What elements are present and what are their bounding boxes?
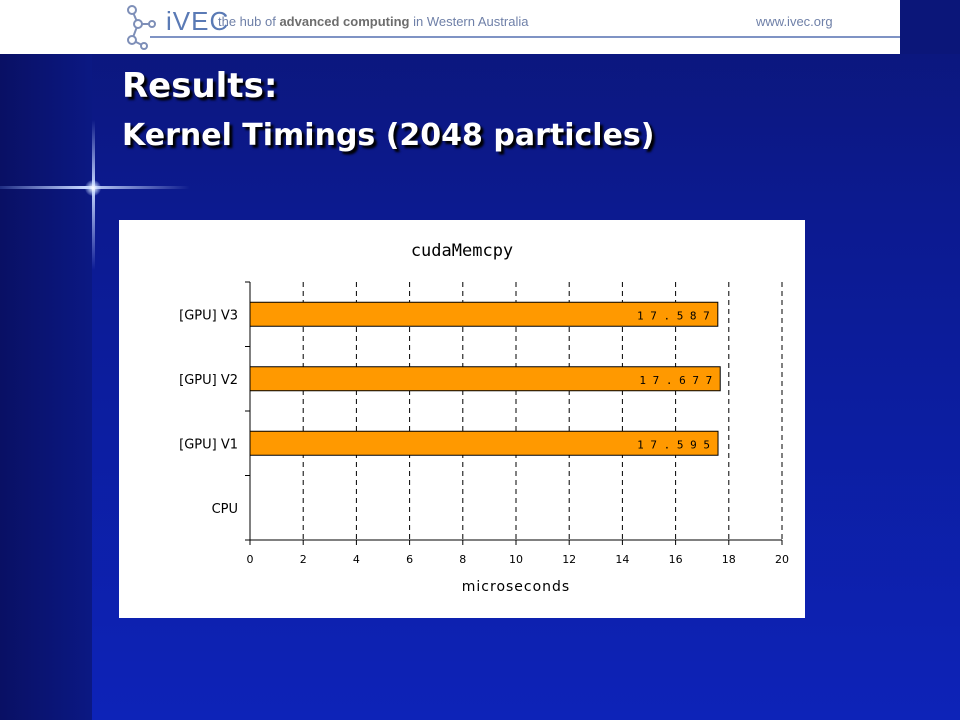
- bar-chart: cudaMemcpy microseconds 0 2 4 6 8 10 12 14 16 18 2…: [179, 241, 789, 595]
- bar: [249, 301, 719, 327]
- category-label: [GPU] V2: [179, 373, 238, 388]
- bar-value-label: 1 7 . 5 8 7: [637, 309, 710, 322]
- bar-value-label: 1 7 . 5 9 5: [637, 438, 710, 451]
- star-glow: [85, 180, 101, 196]
- x-tick-label: 0: [247, 553, 254, 566]
- slide-title: Results:: [122, 66, 278, 106]
- left-band: [0, 54, 92, 720]
- logo-text: iVEC: [166, 6, 230, 36]
- x-tick-label: 20: [775, 553, 789, 566]
- x-axis-label: microseconds: [462, 579, 570, 595]
- header-bar: iVEC the hub of advanced computing in We…: [0, 0, 960, 54]
- category-label: [GPU] V1: [179, 437, 238, 452]
- category-label: [GPU] V3: [179, 308, 238, 323]
- x-tick-label: 16: [669, 553, 683, 566]
- x-tick-label: 8: [459, 553, 466, 566]
- x-tick-label: 18: [722, 553, 736, 566]
- x-tick-label: 6: [406, 553, 413, 566]
- tagline-suffix: in Western Australia: [409, 14, 529, 29]
- slide-subtitle: Kernel Timings (2048 particles): [122, 118, 655, 153]
- header-right-strip: [900, 0, 960, 54]
- x-tick-label: 2: [300, 553, 307, 566]
- header-rule: [150, 36, 900, 38]
- x-tick-label: 12: [562, 553, 576, 566]
- bar-value-label: 1 7 . 6 7 7: [639, 374, 712, 387]
- ivec-logo-icon: [127, 5, 156, 50]
- category-label: CPU: [212, 502, 238, 517]
- chart-title: cudaMemcpy: [411, 241, 513, 261]
- tagline-bold: advanced computing: [279, 14, 410, 29]
- tagline-prefix: the hub of: [218, 14, 280, 29]
- x-tick-label: 14: [615, 553, 629, 566]
- bar: [249, 366, 721, 392]
- chart-panel: cudaMemcpy microseconds 0 2 4 6 8 10 12 14 16 18 2…: [119, 220, 805, 618]
- tagline: the hub of advanced computing in Western…: [218, 14, 528, 29]
- x-tick-label: 4: [353, 553, 360, 566]
- site-url: www.ivec.org: [756, 14, 833, 29]
- x-tick-label: 10: [509, 553, 523, 566]
